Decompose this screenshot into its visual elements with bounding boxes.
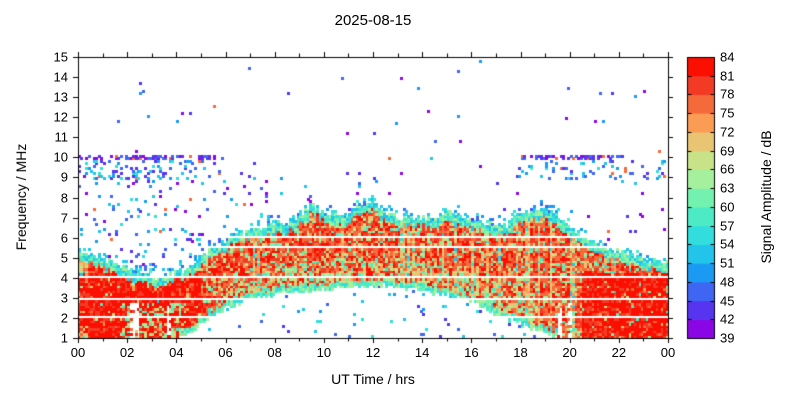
colorbar-label: Signal Amplitude / dB: [758, 130, 774, 264]
colorbar-tick-label: 84: [720, 49, 735, 65]
colorbar-tick-label: 75: [720, 105, 735, 121]
colorbar-tick-label: 51: [720, 255, 735, 271]
y-tick-label: 10: [53, 149, 68, 165]
colorbar-tick-label: 60: [720, 199, 735, 215]
y-tick-label: 2: [60, 310, 68, 326]
y-tick-label: 4: [60, 270, 68, 286]
x-tick-label: 20: [562, 345, 577, 360]
x-tick-label: 16: [464, 345, 479, 360]
x-tick-label: 10: [316, 345, 332, 360]
y-tick-label: 3: [60, 290, 68, 306]
y-tick-label: 6: [60, 230, 68, 246]
y-tick-label: 11: [54, 129, 69, 145]
x-tick-label: 00: [70, 345, 86, 360]
y-tick-label: 9: [60, 169, 68, 185]
x-tick-label: 18: [513, 345, 528, 360]
x-axis-label: UT Time / hrs: [331, 371, 415, 387]
y-axis-label: Frequency / MHz: [13, 143, 29, 251]
colorbar-tick-label: 39: [720, 330, 735, 346]
y-tick-label: 14: [53, 69, 68, 85]
chart-title: 2025-08-15: [334, 12, 412, 29]
colorbar-tick-label: 54: [720, 236, 735, 252]
y-tick-label: 13: [53, 89, 68, 105]
colorbar-tick-label: 72: [720, 124, 735, 140]
y-tick-label: 15: [53, 49, 68, 65]
y-tick-label: 8: [60, 190, 68, 205]
x-tick-label: 04: [169, 345, 184, 360]
y-tick-label: 5: [60, 250, 68, 266]
colorbar-tick-label: 66: [720, 161, 735, 177]
x-tick-label: 02: [119, 345, 135, 360]
x-tick-label: 06: [218, 345, 233, 360]
x-tick-label: 08: [267, 345, 282, 360]
x-tick-label: 14: [414, 345, 430, 360]
y-tick-label: 1: [60, 330, 68, 346]
colorbar-tick-label: 45: [720, 293, 735, 309]
colorbar-tick-label: 63: [720, 180, 735, 196]
colorbar-tick-label: 69: [720, 143, 735, 159]
colorbar-tick-label: 42: [720, 311, 735, 327]
colorbar-tick-label: 48: [720, 274, 735, 290]
x-tick-label: 22: [611, 345, 627, 360]
x-tick-label: 12: [365, 345, 381, 360]
colorbar-tick-label: 57: [720, 218, 735, 234]
colorbar-tick-label: 81: [720, 68, 735, 84]
colorbar-tick-label: 78: [720, 86, 735, 102]
x-tick-label: 00: [660, 345, 676, 360]
y-tick-label: 12: [53, 109, 68, 125]
y-tick-label: 7: [60, 210, 68, 226]
